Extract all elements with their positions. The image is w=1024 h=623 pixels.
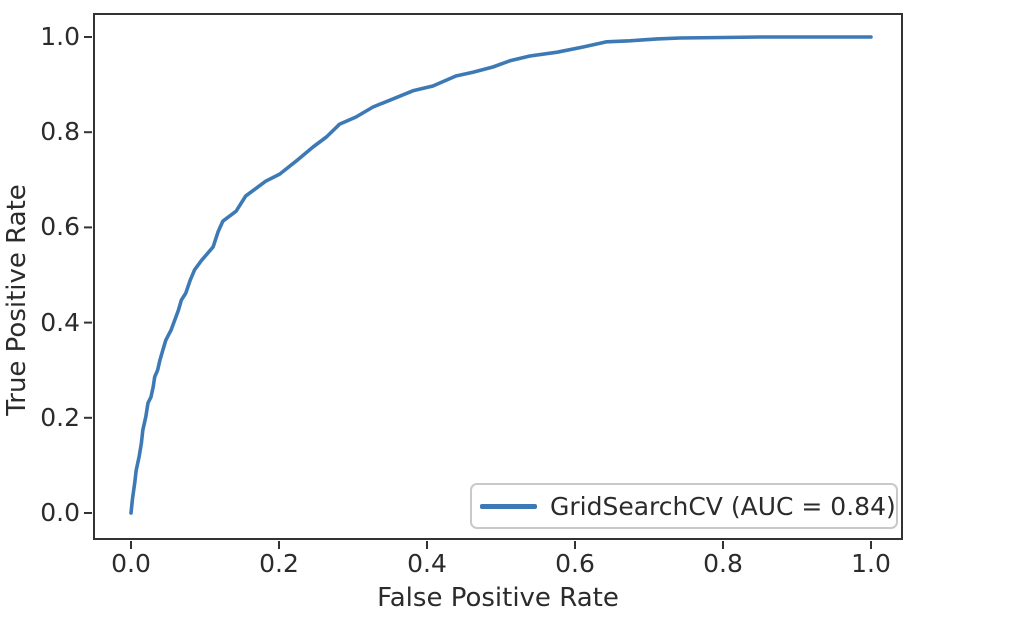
y-tick-label: 1.0 [40,22,80,51]
x-tick-label: 0.0 [111,549,151,578]
x-tick-label: 0.6 [555,549,595,578]
x-tick-label: 0.2 [259,549,299,578]
legend-line-swatch [480,503,537,509]
y-tick-label: 0.8 [40,117,80,147]
y-tick-label: 0.6 [40,212,80,242]
x-axis-label: False Positive Rate [377,583,619,613]
x-tick-label: 0.4 [407,549,447,578]
x-tick-label: 1.0 [851,549,891,578]
y-tick-label: 0.2 [40,402,80,432]
y-tick-label: 0.4 [40,307,80,337]
y-tick-label: 0.0 [40,498,80,527]
roc-curve-line [129,35,873,515]
legend: GridSearchCV (AUC = 0.84) [470,483,898,529]
x-tick-label: 0.8 [703,549,743,578]
axes-spines [93,13,903,540]
legend-label: GridSearchCV (AUC = 0.84) [550,491,896,521]
